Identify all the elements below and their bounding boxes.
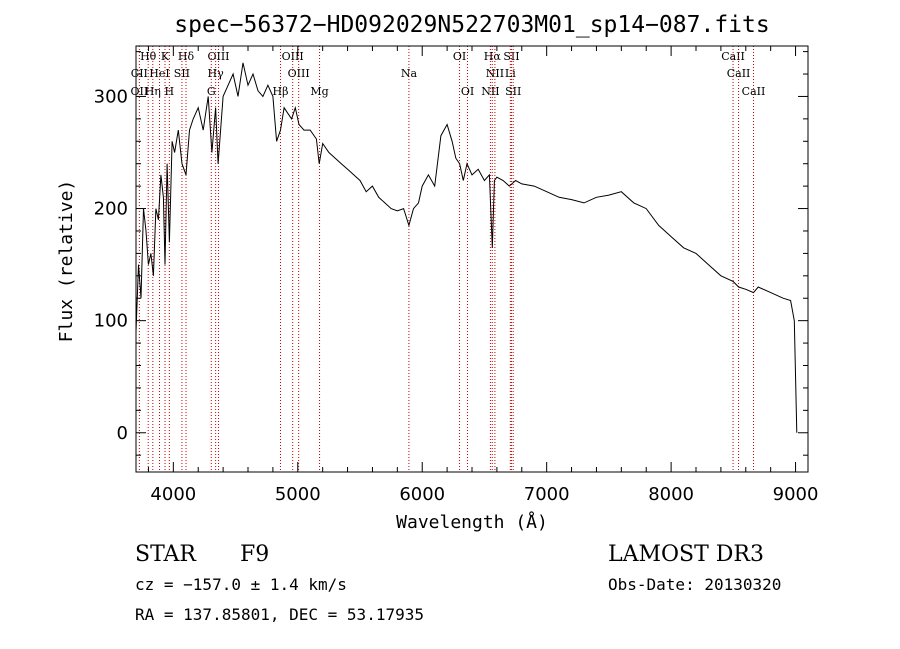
plot-frame [135,45,809,473]
spectrum-plot [135,62,798,433]
spectral-line-label: Li [505,67,516,80]
spectral-line-label: G [207,85,216,98]
spectral-line-label: OI [461,85,474,98]
spectral-line-label: NII [486,67,504,80]
spectral-line-label: CII [131,67,148,80]
y-tick-label: 100 [94,311,128,332]
spectral-line-label: Hγ [208,67,225,80]
spectral-line-label: Hη [145,85,161,98]
spectral-line-label: Mg [310,85,328,98]
spectral-line-label: OIII [207,50,229,63]
spectral-line-label: HeI [149,67,169,80]
spectral-line-label: K [161,50,170,63]
spectral-line-label: Hδ [178,50,195,63]
x-tick-label: 7000 [524,484,570,505]
x-tick-label: 8000 [648,484,694,505]
y-tick-label: 200 [94,199,128,220]
y-axis-label: Flux (relative) [56,180,77,343]
y-tick-label: 300 [94,86,128,107]
spectral-line-label: SII [503,50,519,63]
x-tick-label: 4000 [150,484,196,505]
spectral-line-label: OI [453,50,466,63]
x-tick-label: 5000 [275,484,321,505]
plot-axes: 4000 5000 6000 7000 8000 9000 0 100 200 300 [94,45,819,505]
spectral-line-label: H [165,85,175,98]
y-tick-label: 0 [117,423,128,444]
spectral-line-label: SII [174,67,190,80]
spectral-line-label: CaII [727,67,751,80]
spectral-line-label: OII [131,85,149,98]
spectral-line-label: CaII [721,50,745,63]
x-axis-label: Wavelength (Å) [396,511,548,533]
redshift-readout: cz = −157.0 ± 1.4 km/s [135,575,347,594]
survey-name: LAMOST DR3 [608,542,764,567]
chart-title: spec−56372−HD092029N522703M01_sp14−087.f… [174,12,769,38]
spectral-line-label: NII [481,85,499,98]
x-tick-label: 6000 [399,484,445,505]
spectral-line-label: OIII [282,50,304,63]
spectral-line-label: Hθ [140,50,157,63]
spectral-line-label: CaII [742,85,766,98]
spectrum-line [135,62,798,433]
coordinates-readout: RA = 137.85801, DEC = 53.17935 [135,605,424,624]
spectral-line-label: Na [401,67,418,80]
spectral-line-label: OIII [288,67,310,80]
x-tick-label: 9000 [773,484,819,505]
object-subclass: F9 [240,542,269,567]
spectral-line-label: SII [505,85,521,98]
spectral-line-label: Hβ [273,85,289,98]
spectral-line-label: Hα [484,50,502,63]
obs-date: Obs-Date: 20130320 [608,575,781,594]
object-class: STAR [135,542,197,567]
